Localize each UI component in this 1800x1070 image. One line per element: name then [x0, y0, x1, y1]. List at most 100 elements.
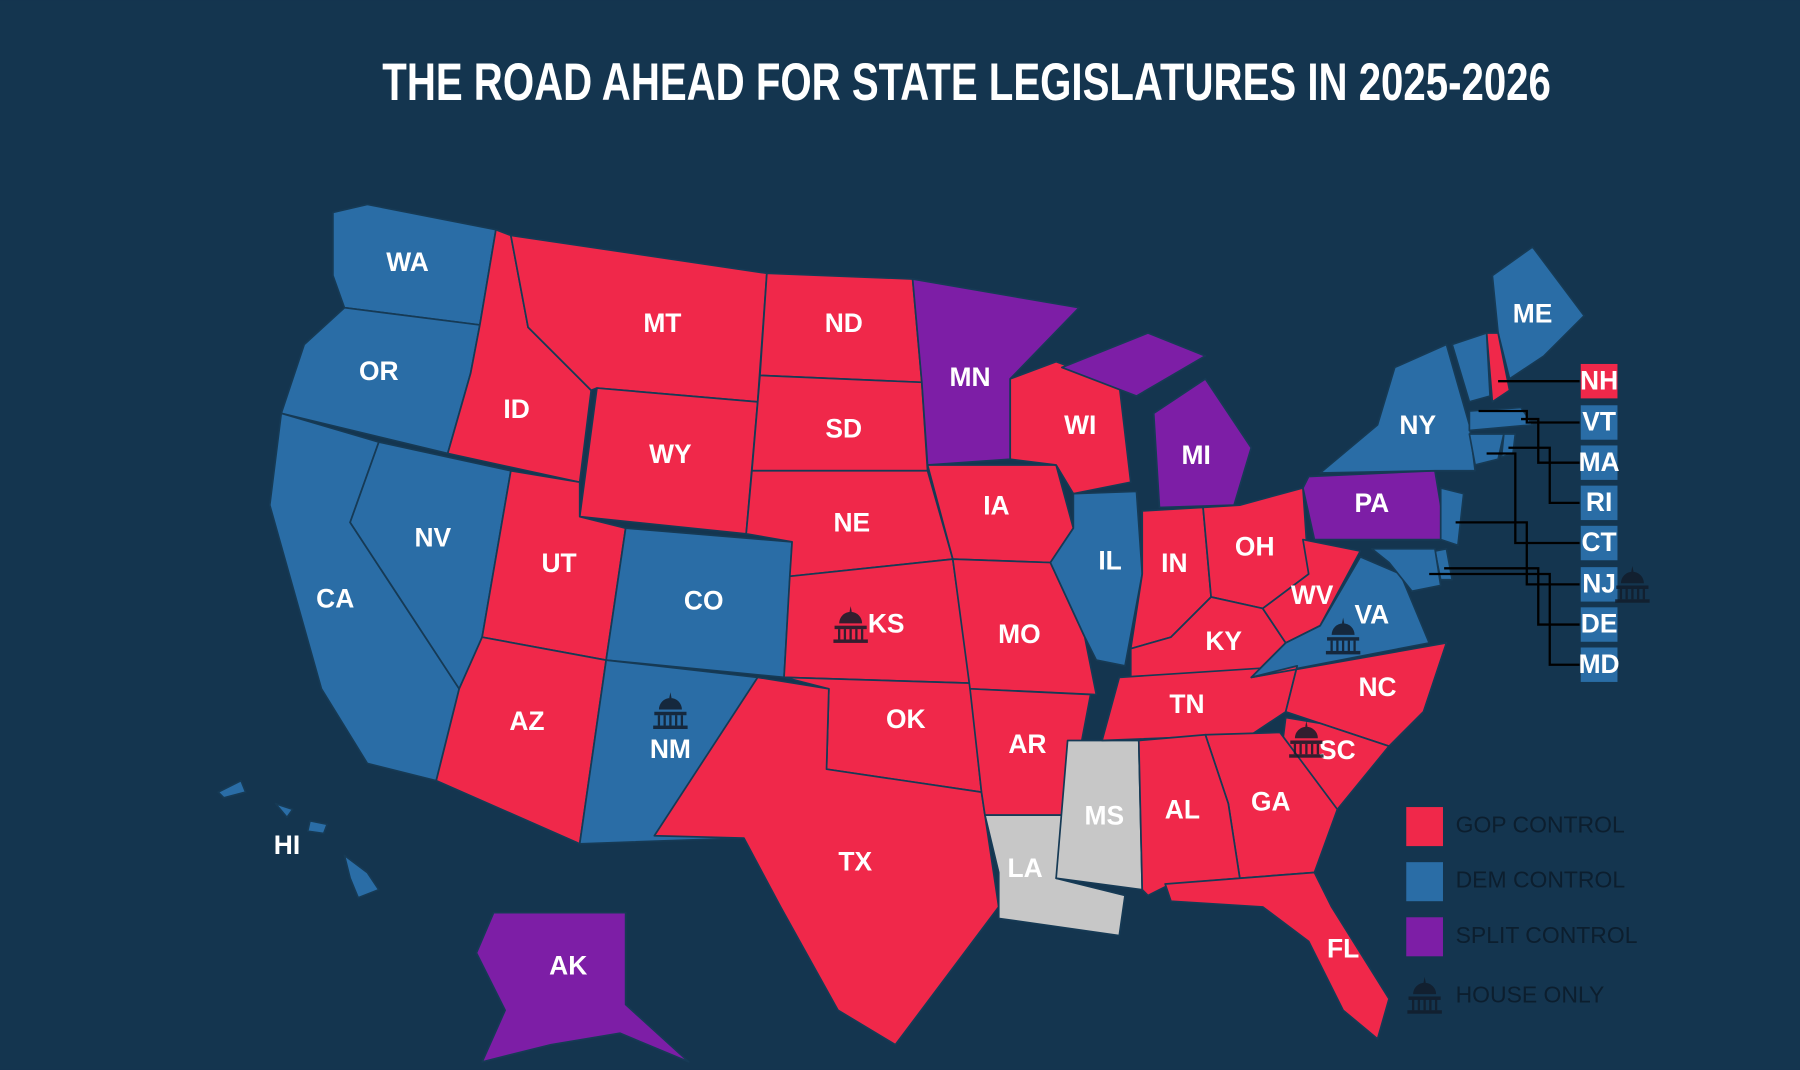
- icon-column: [1310, 743, 1314, 755]
- state-label: MD: [1579, 649, 1620, 679]
- icon-column: [680, 715, 684, 726]
- icon-column: [1299, 743, 1302, 755]
- state-label: SC: [1319, 735, 1356, 765]
- state-label: PA: [1354, 488, 1389, 518]
- state-label: SD: [825, 414, 862, 444]
- icon-column: [1625, 588, 1628, 600]
- icon-column: [860, 629, 864, 640]
- icon-column: [843, 629, 847, 640]
- leader-line: [1478, 409, 1580, 424]
- states: [217, 203, 1586, 1063]
- icon-foot: [1407, 1010, 1442, 1014]
- icon-column: [657, 715, 661, 726]
- state-label: CO: [684, 586, 724, 616]
- icon-column: [1347, 640, 1350, 651]
- leader-line: [1521, 417, 1580, 464]
- leader-line: [1486, 452, 1580, 545]
- leader-line: [1455, 521, 1580, 586]
- state-shape: [951, 558, 1098, 696]
- state-label: MO: [998, 619, 1041, 649]
- state-label: ND: [825, 308, 863, 338]
- state-label: CT: [1582, 527, 1617, 557]
- state-shape: [1049, 490, 1144, 667]
- state-label: ME: [1513, 299, 1553, 329]
- state-shape: [435, 636, 607, 845]
- state-label: NY: [1399, 410, 1436, 440]
- icon-dome: [658, 692, 682, 710]
- state-label: KS: [868, 609, 905, 639]
- legend-label: DEM CONTROL: [1456, 867, 1625, 893]
- icon-base: [1616, 585, 1649, 589]
- icon-column: [1434, 999, 1438, 1011]
- state-shape: [1061, 332, 1253, 509]
- icon-column: [1353, 640, 1356, 651]
- icon-column: [849, 629, 852, 640]
- house-only-icon: [653, 692, 688, 730]
- icon-column: [1619, 588, 1623, 600]
- state-label: IL: [1098, 546, 1121, 576]
- state-label: NC: [1358, 672, 1396, 702]
- icon-column: [663, 715, 666, 726]
- state-label: LA: [1008, 853, 1043, 883]
- icon-dome: [1413, 976, 1437, 995]
- state-box: [1580, 607, 1618, 642]
- state-label: HI: [274, 830, 300, 860]
- state-label: WY: [649, 439, 692, 469]
- state-label: OR: [359, 356, 399, 386]
- state-shape: [1319, 343, 1476, 474]
- leader-line: [1508, 446, 1580, 505]
- state-label: IN: [1161, 548, 1187, 578]
- state-label: WA: [386, 247, 429, 277]
- state-box: [1580, 363, 1618, 399]
- house-only-icon: [1615, 565, 1650, 603]
- icon-base: [654, 711, 687, 716]
- icon-column: [1305, 743, 1308, 755]
- state-label: NE: [833, 508, 870, 538]
- icon-dome: [1331, 617, 1355, 635]
- icon-base: [1408, 996, 1441, 1000]
- state-label: AR: [1008, 729, 1046, 759]
- legend-swatch: [1406, 807, 1443, 847]
- legend-label: GOP CONTROL: [1456, 812, 1625, 838]
- icon-column: [1341, 640, 1345, 651]
- state-label: MT: [643, 308, 681, 338]
- state-label: MI: [1182, 440, 1211, 470]
- icon-base: [1290, 740, 1323, 744]
- state-label: OK: [886, 704, 926, 734]
- state-shape: [1370, 547, 1442, 593]
- icon-column: [1316, 743, 1320, 755]
- icon-dome: [1294, 720, 1318, 739]
- icon-column: [1293, 743, 1297, 755]
- icon-foot: [653, 725, 688, 730]
- state-shape: [1451, 332, 1491, 403]
- state-shape: [1164, 871, 1390, 1040]
- icon-foot: [1615, 599, 1650, 603]
- icon-foot: [1289, 754, 1324, 758]
- state-shape: [217, 779, 380, 899]
- state-label: DE: [1581, 609, 1618, 639]
- state-box: [1580, 485, 1618, 521]
- state-label: FL: [1327, 934, 1359, 964]
- state-label: TN: [1169, 689, 1204, 719]
- icon-column: [1631, 588, 1634, 600]
- icon-column: [1423, 999, 1426, 1011]
- map-title: THE ROAD AHEAD FOR STATE LEGISLATURES IN…: [382, 53, 1551, 112]
- icon-foot: [1325, 650, 1361, 655]
- state-label: AK: [549, 951, 587, 981]
- icon-column: [1642, 588, 1646, 600]
- state-label: ID: [503, 394, 529, 424]
- house-only-icon: [833, 606, 868, 643]
- state-shape: [1485, 332, 1511, 403]
- state-shape: [475, 911, 690, 1063]
- state-shape: [1468, 433, 1505, 466]
- state-box: [1580, 567, 1618, 602]
- state-label: MA: [1579, 447, 1620, 477]
- leader-line: [1429, 572, 1580, 666]
- state-label: CA: [316, 583, 354, 613]
- legend-swatch: [1406, 917, 1443, 957]
- state-label: AZ: [509, 706, 544, 736]
- icon-column: [675, 715, 678, 726]
- icon-base: [1327, 637, 1360, 641]
- icon-column: [1417, 999, 1421, 1011]
